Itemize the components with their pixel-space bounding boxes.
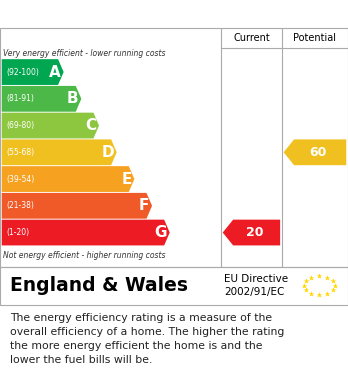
Text: E: E — [121, 172, 132, 187]
Polygon shape — [2, 59, 64, 85]
Text: B: B — [67, 91, 79, 106]
Text: The energy efficiency rating is a measure of the
overall efficiency of a home. T: The energy efficiency rating is a measur… — [10, 313, 285, 365]
Text: A: A — [49, 65, 61, 79]
Text: (39-54): (39-54) — [6, 174, 34, 183]
Polygon shape — [2, 166, 134, 192]
Text: Very energy efficient - lower running costs: Very energy efficient - lower running co… — [3, 49, 166, 58]
Text: (92-100): (92-100) — [6, 68, 39, 77]
Text: (69-80): (69-80) — [6, 121, 34, 130]
Polygon shape — [2, 86, 81, 112]
Text: G: G — [155, 225, 167, 240]
Polygon shape — [2, 140, 117, 165]
Text: EU Directive
2002/91/EC: EU Directive 2002/91/EC — [224, 274, 288, 297]
Text: Energy Efficiency Rating: Energy Efficiency Rating — [10, 5, 239, 23]
Text: Current: Current — [233, 33, 270, 43]
Polygon shape — [2, 220, 170, 246]
Text: (55-68): (55-68) — [6, 148, 34, 157]
Text: (21-38): (21-38) — [6, 201, 34, 210]
Text: (81-91): (81-91) — [6, 94, 34, 103]
Text: 60: 60 — [310, 146, 327, 159]
Text: C: C — [85, 118, 96, 133]
Polygon shape — [284, 140, 346, 165]
Text: Not energy efficient - higher running costs: Not energy efficient - higher running co… — [3, 251, 166, 260]
Polygon shape — [2, 113, 99, 138]
Text: Potential: Potential — [293, 33, 337, 43]
Text: 20: 20 — [246, 226, 264, 239]
Polygon shape — [2, 193, 152, 219]
Text: England & Wales: England & Wales — [10, 276, 188, 295]
Polygon shape — [223, 220, 280, 246]
Text: (1-20): (1-20) — [6, 228, 29, 237]
Text: F: F — [139, 198, 149, 213]
Text: D: D — [101, 145, 114, 160]
